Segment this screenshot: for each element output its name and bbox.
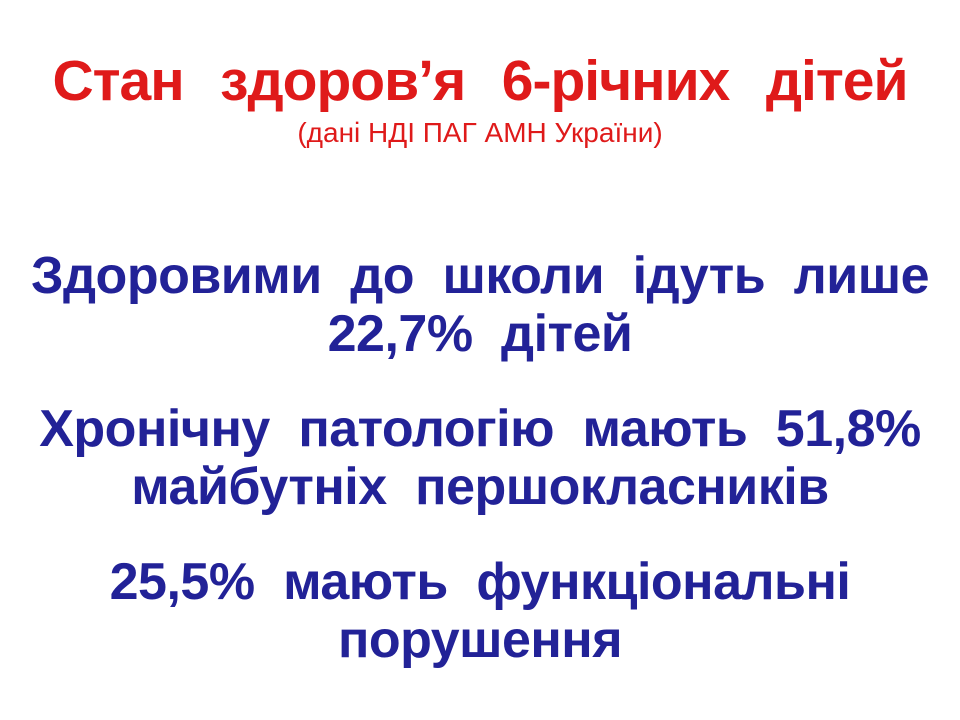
slide-subtitle: (дані НДІ ПАГ АМН України)	[297, 117, 663, 148]
stat-functional-disorders-line-1: 25,5% мають функціональні	[109, 553, 851, 611]
stat-healthy-children-line-2: 22,7% дітей	[327, 305, 633, 363]
stat-functional-disorders: 25,5% мають функціональні порушення	[0, 553, 960, 669]
stat-chronic-pathology: Хронічну патологію мають 51,8% майбутніх…	[0, 400, 960, 516]
stat-chronic-pathology-line-1: Хронічну патологію мають 51,8%	[39, 400, 921, 458]
stat-chronic-pathology-line-2: майбутніх першокласників	[131, 458, 829, 516]
stat-healthy-children: Здоровими до школи ідуть лише 22,7% діте…	[0, 247, 960, 363]
stat-functional-disorders-line-2: порушення	[337, 611, 623, 669]
slide-title: Стан здоров’я 6-річних дітей	[52, 49, 908, 113]
stat-healthy-children-line-1: Здоровими до школи ідуть лише	[30, 247, 930, 305]
